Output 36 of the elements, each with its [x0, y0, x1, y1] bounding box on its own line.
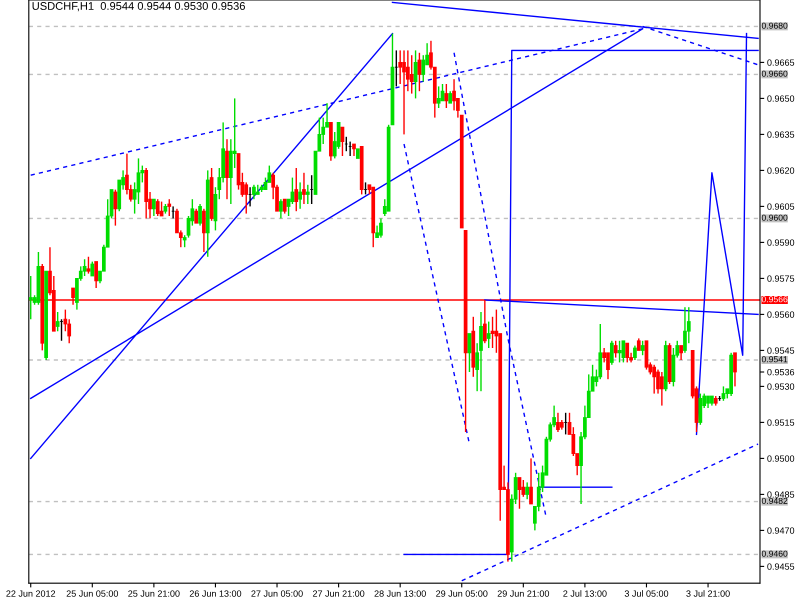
y-tick-label: 0.9590	[767, 239, 794, 246]
y-tick-label: 0.9635	[767, 131, 794, 138]
chart-title: USDCHF,H1 0.9544 0.9544 0.9530 0.9536	[32, 2, 245, 12]
y-tick-label: 0.9536	[767, 368, 794, 376]
y-tick-label: 0.9665	[767, 59, 794, 66]
y-tick-label: 0.9470	[767, 527, 794, 534]
x-tick-label: 29 Jun 21:00	[498, 590, 550, 597]
y-tick-label: 0.9605	[767, 203, 794, 210]
y-tick-label: 0.9560	[767, 311, 794, 318]
x-tick-label: 27 Jun 05:00	[251, 590, 303, 597]
ref-line-label: 0.9482	[762, 498, 788, 504]
y-tick-label: 0.9455	[767, 563, 794, 570]
x-tick-label: 3 Jul 05:00	[624, 590, 668, 597]
ref-line-label: 0.9680	[762, 22, 788, 29]
x-tick-label: 25 Jun 05:00	[66, 590, 118, 597]
x-tick-label: 3 Jul 21:00	[686, 590, 730, 597]
x-tick-label: 25 Jun 21:00	[128, 590, 180, 597]
x-tick-label: 29 Jun 05:00	[436, 590, 488, 597]
y-tick-label: 0.9575	[767, 275, 794, 282]
y-tick-label: 0.9620	[767, 167, 794, 174]
x-tick-label: 26 Jun 13:00	[190, 590, 242, 597]
x-tick-label: 22 Jun 2012	[6, 590, 56, 597]
ref-line-label: 0.9541	[762, 356, 788, 362]
y-tick-label: 0.9530	[767, 383, 794, 390]
ref-line-label: 0.9566	[762, 296, 788, 302]
x-tick-label: 2 Jul 13:00	[563, 590, 607, 597]
ref-line-label: 0.9600	[762, 214, 788, 221]
x-tick-label: 27 Jun 21:00	[312, 590, 364, 597]
ref-line-label: 0.9460	[762, 550, 788, 557]
y-tick-label: 0.9545	[767, 347, 794, 354]
ref-line-label: 0.9660	[762, 70, 788, 77]
y-tick-label: 0.9500	[767, 455, 794, 462]
y-tick-label: 0.9650	[767, 95, 794, 102]
y-tick-label: 0.9485	[767, 491, 794, 498]
y-tick-label: 0.9515	[767, 419, 794, 426]
x-tick-label: 28 Jun 13:00	[374, 590, 426, 597]
